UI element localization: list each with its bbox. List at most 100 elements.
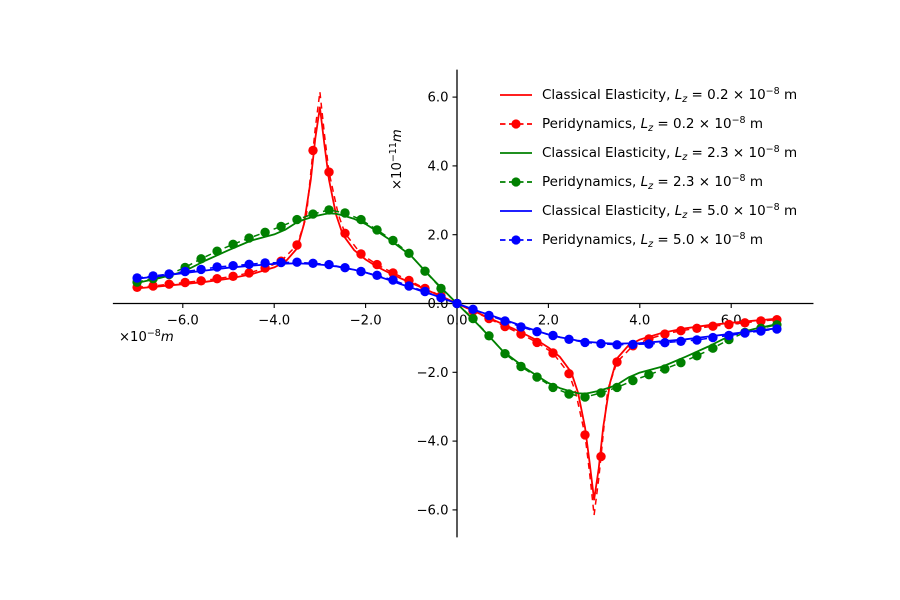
series-3-marker <box>676 358 686 368</box>
x-tick-label: −6.0 <box>167 314 199 329</box>
series-5-marker <box>212 262 222 272</box>
series-3-marker <box>372 225 382 235</box>
series-3-marker <box>596 388 606 398</box>
series-5-marker <box>180 266 190 277</box>
series-3-marker <box>276 221 286 232</box>
series-1-marker <box>292 240 302 250</box>
series-5-marker <box>404 281 414 291</box>
series-3-marker <box>196 254 206 264</box>
series-3-marker <box>260 227 270 237</box>
series-1-marker <box>596 451 606 462</box>
series-1-marker <box>724 319 734 330</box>
series-1-marker <box>756 316 766 326</box>
series-5-marker <box>148 271 158 281</box>
series-3-marker <box>548 382 558 393</box>
series-5-marker <box>164 269 174 279</box>
series-5-marker <box>692 335 702 345</box>
series-3-marker <box>228 239 238 249</box>
series-5-marker <box>324 259 334 270</box>
series-3-marker <box>612 382 622 393</box>
series-1-marker <box>388 268 398 278</box>
y-tick-label: −6.0 <box>416 504 448 519</box>
series-1-marker <box>244 268 254 278</box>
series-3-marker <box>212 246 222 256</box>
series-1-marker <box>516 329 526 339</box>
series-5-marker <box>628 339 638 350</box>
series-5-marker <box>468 304 478 314</box>
y-tick-label: 6.0 <box>428 91 449 106</box>
series-5-marker <box>436 293 446 303</box>
x-tick-label: −2.0 <box>350 314 382 329</box>
series-3-marker <box>324 205 334 215</box>
series-5-marker <box>452 298 462 309</box>
series-1-marker <box>532 337 542 348</box>
series-5-marker <box>612 340 622 350</box>
x-tick-label: 4.0 <box>629 314 650 329</box>
series-1-marker <box>212 274 222 284</box>
series-5-marker <box>356 266 366 277</box>
y-tick-label: −4.0 <box>416 435 448 450</box>
series-5-marker <box>228 261 238 271</box>
series-1-marker <box>308 145 318 156</box>
series-5-marker <box>596 339 606 349</box>
series-5-marker <box>484 310 494 321</box>
series-1-marker <box>676 326 686 336</box>
series-3-marker <box>532 372 542 382</box>
series-1-marker <box>548 348 558 358</box>
series-5-marker <box>676 336 686 346</box>
series-5-marker <box>772 324 782 334</box>
series-5-marker <box>516 322 526 332</box>
series-5-marker <box>260 258 270 268</box>
y-axis-unit-label: ×10−11m <box>388 129 405 190</box>
x-tick-label: −4.0 <box>258 314 290 329</box>
series-1-marker <box>324 167 334 177</box>
y-tick-label: 4.0 <box>428 160 449 175</box>
series-3-marker <box>628 375 638 386</box>
series-5-marker <box>740 328 750 338</box>
series-5-marker <box>548 330 558 341</box>
series-1-marker <box>740 318 750 328</box>
series-1-marker <box>708 321 718 331</box>
series-1-marker <box>580 430 590 440</box>
series-1-marker <box>356 249 366 259</box>
y-tick-label: 2.0 <box>428 228 449 243</box>
series-5-marker <box>644 339 654 349</box>
series-3-marker <box>356 214 366 225</box>
series-3-marker <box>500 349 510 359</box>
series-5-marker <box>372 270 382 280</box>
series-3-marker <box>484 331 494 341</box>
series-1-marker <box>228 271 238 281</box>
series-1-marker <box>372 259 382 270</box>
series-3-marker <box>388 235 398 246</box>
series-3-marker <box>308 209 318 219</box>
series-5-marker <box>756 326 766 336</box>
series-1-marker <box>564 369 574 379</box>
series-1-marker <box>660 329 670 339</box>
series-5-marker <box>292 257 302 267</box>
series-1-marker <box>612 357 622 367</box>
series-1-marker <box>692 323 702 333</box>
series-5-marker <box>564 334 574 344</box>
series-3-marker <box>516 361 526 372</box>
x-axis-unit-label: ×10−8m <box>119 328 174 345</box>
series-3-marker <box>580 392 590 402</box>
series-1-marker <box>148 281 158 291</box>
series-3-marker <box>692 351 702 361</box>
series-5-marker <box>420 286 430 297</box>
series-3-marker <box>564 389 574 399</box>
series-3-marker <box>404 248 414 258</box>
series-5-marker <box>580 337 590 348</box>
series-1-marker <box>180 277 190 288</box>
series-3-marker <box>468 313 478 324</box>
series-3-marker <box>660 364 670 374</box>
series-3-marker <box>708 343 718 353</box>
series-3-marker <box>420 266 430 276</box>
y-tick-label: −2.0 <box>416 366 448 381</box>
x-tick-label: 2.0 <box>538 314 559 329</box>
series-3-marker <box>340 208 350 218</box>
series-3-marker <box>436 283 446 294</box>
series-1-marker <box>164 279 174 289</box>
series-5-marker <box>196 264 206 275</box>
series-5-marker <box>340 263 350 273</box>
